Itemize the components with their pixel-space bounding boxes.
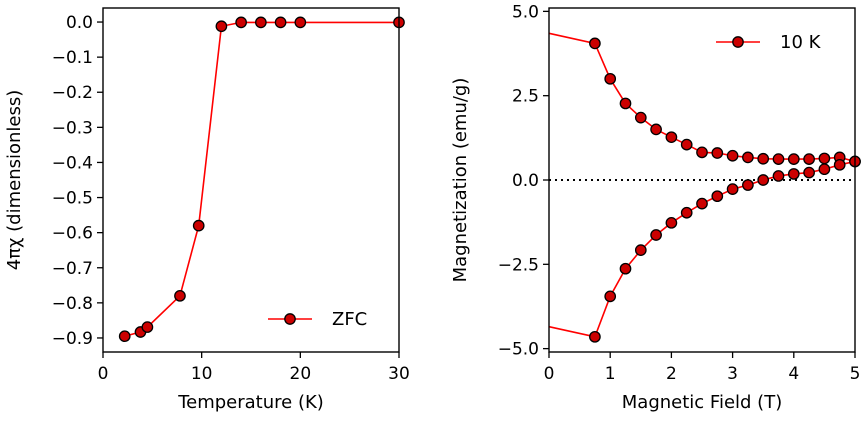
data-point — [141, 321, 154, 333]
data-point — [680, 206, 693, 219]
data-point — [726, 183, 739, 195]
x-tick-label: 4 — [788, 364, 799, 384]
data-point — [742, 179, 754, 191]
data-point — [604, 290, 617, 303]
data-point — [118, 330, 131, 343]
data-point — [274, 16, 287, 29]
data-point — [757, 152, 770, 165]
plot-frame — [548, 7, 856, 353]
legend-marker — [284, 313, 296, 325]
panel-right-chart: 0 1 2 3 4 5 5.0 2.5 0.0 −2.5 −5.0 Magnetic Field (T… — [450, 2, 861, 413]
series-line-0-1 — [548, 160, 856, 338]
data-point — [696, 197, 708, 210]
data-point — [235, 16, 247, 29]
y-tick-label: −0.7 — [52, 259, 93, 279]
x-tick-label: 5 — [850, 364, 861, 384]
x-axis-label: Magnetic Field (T) — [622, 392, 782, 413]
y-tick-label: −2.5 — [498, 255, 539, 275]
y-tick-label: 2.5 — [512, 87, 539, 107]
data-point — [650, 229, 662, 241]
data-point — [772, 170, 785, 182]
data-point — [757, 174, 770, 186]
y-tick-label: 0.0 — [512, 171, 539, 191]
legend-label: 10 K — [780, 32, 822, 53]
y-tick-label: −0.6 — [52, 224, 93, 244]
y-tick-label: −0.4 — [52, 153, 93, 173]
y-tick-label: −0.9 — [52, 329, 93, 349]
data-point — [294, 16, 307, 29]
x-tick-label: 30 — [388, 364, 410, 384]
data-point — [696, 146, 708, 159]
data-point — [192, 219, 205, 232]
x-axis-label: Temperature (K) — [177, 392, 324, 413]
x-tick-label: 2 — [666, 364, 677, 384]
data-point — [634, 244, 647, 256]
data-point — [726, 149, 739, 162]
data-point — [665, 216, 678, 229]
x-tick-label: 0 — [98, 364, 109, 384]
x-tick-label: 10 — [191, 364, 213, 384]
y-tick-label: 0.0 — [66, 13, 93, 33]
data-point — [604, 72, 617, 85]
x-tick-label: 20 — [290, 364, 312, 384]
legend: ZFC — [268, 309, 367, 330]
data-point — [711, 190, 724, 203]
data-point — [787, 153, 800, 165]
data-point — [711, 147, 724, 159]
y-tick-label: −5.0 — [498, 340, 539, 360]
y-tick-label: 5.0 — [512, 2, 539, 22]
data-point — [818, 163, 831, 176]
x-tick-label: 0 — [544, 364, 555, 384]
plot-frame — [102, 7, 400, 353]
y-tick-label: −0.2 — [52, 83, 93, 103]
x-tick-label: 3 — [727, 364, 738, 384]
data-point — [215, 20, 228, 33]
y-tick-label: −0.5 — [52, 189, 93, 209]
data-point — [255, 16, 267, 29]
data-point — [772, 153, 785, 165]
data-point — [634, 111, 647, 124]
data-point — [680, 138, 693, 151]
data-point — [742, 151, 754, 164]
data-point — [650, 123, 662, 136]
data-point — [787, 168, 800, 180]
data-point — [665, 131, 678, 144]
series-line-0-0 — [124, 21, 399, 337]
data-point — [803, 166, 815, 179]
y-tick-label: −0.1 — [52, 48, 93, 68]
y-tick-label: −0.3 — [52, 118, 93, 138]
y-axis-label: Magnetization (emu/g) — [450, 78, 471, 283]
data-point — [589, 330, 601, 343]
panel-left-chart: 0 10 20 30 0.0 −0.1 −0.2 −0.3 −0.4 −0.5 −0.6 −0.7 −0… — [4, 7, 410, 413]
data-point — [619, 97, 632, 110]
legend-marker — [732, 36, 744, 48]
data-point — [589, 37, 601, 50]
data-point — [833, 158, 846, 171]
data-point — [174, 289, 186, 302]
legend-label: ZFC — [332, 309, 367, 330]
data-point — [619, 262, 632, 275]
x-tick-label: 1 — [605, 364, 616, 384]
data-point — [803, 153, 815, 165]
y-tick-label: −0.8 — [52, 294, 93, 314]
data-point — [818, 152, 831, 165]
legend: 10 K — [716, 32, 822, 53]
y-axis-label: 4πχ (dimensionless) — [4, 90, 25, 271]
